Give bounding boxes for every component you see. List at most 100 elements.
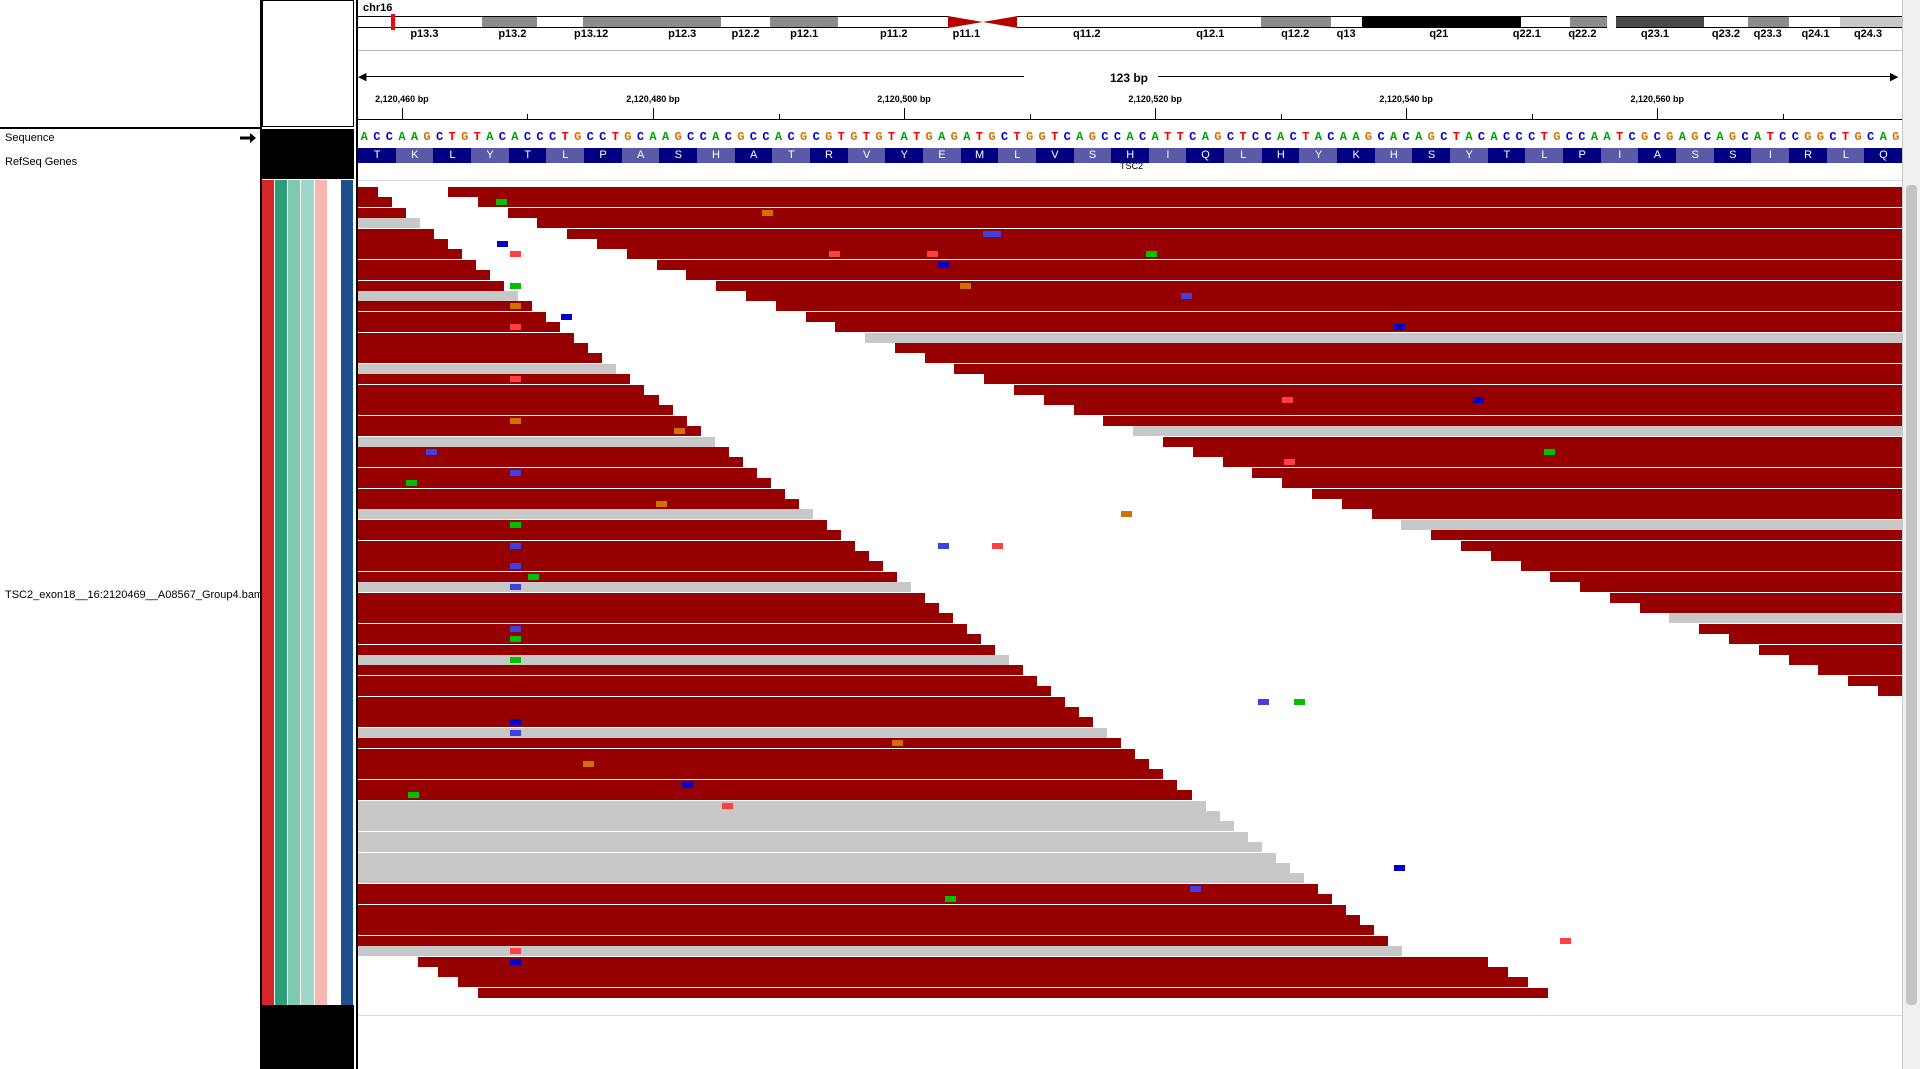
sequence-track-label[interactable]: Sequence bbox=[5, 132, 55, 144]
aligned-read[interactable] bbox=[686, 270, 1902, 281]
aligned-read[interactable] bbox=[358, 894, 1332, 905]
aligned-read[interactable] bbox=[894, 343, 1902, 353]
aligned-read[interactable] bbox=[358, 779, 1178, 790]
ideogram-band[interactable] bbox=[1330, 16, 1362, 28]
aligned-read[interactable] bbox=[478, 987, 1548, 998]
aligned-read[interactable] bbox=[358, 935, 1388, 946]
aligned-read[interactable] bbox=[358, 831, 1248, 842]
aligned-read[interactable] bbox=[358, 405, 673, 416]
aligned-read[interactable] bbox=[1699, 623, 1902, 634]
aligned-read[interactable] bbox=[358, 613, 954, 624]
aligned-read[interactable] bbox=[1490, 551, 1902, 561]
attribute-column[interactable] bbox=[340, 180, 353, 1005]
aligned-read[interactable] bbox=[358, 592, 925, 603]
aligned-read[interactable] bbox=[358, 207, 407, 218]
ideogram-band[interactable] bbox=[1747, 16, 1790, 28]
aligned-read[interactable] bbox=[358, 197, 393, 208]
aligned-read[interactable] bbox=[358, 675, 1038, 686]
aligned-read[interactable] bbox=[1431, 530, 1902, 541]
aligned-read[interactable] bbox=[656, 259, 1902, 270]
aligned-read[interactable] bbox=[358, 332, 575, 343]
aligned-read[interactable] bbox=[358, 301, 533, 312]
chromosome-name[interactable]: chr16 bbox=[363, 2, 393, 14]
aligned-read[interactable] bbox=[1222, 457, 1902, 468]
aligned-read[interactable] bbox=[1371, 509, 1902, 520]
aligned-read[interactable] bbox=[358, 686, 1052, 697]
aligned-read[interactable] bbox=[358, 488, 785, 499]
aligned-read[interactable] bbox=[358, 883, 1318, 894]
aligned-read[interactable] bbox=[358, 322, 561, 333]
aligned-read[interactable] bbox=[1758, 644, 1902, 655]
aligned-read[interactable] bbox=[358, 395, 659, 405]
aligned-read[interactable] bbox=[1788, 655, 1902, 665]
ideogram-band[interactable] bbox=[770, 16, 839, 28]
ideogram-band[interactable] bbox=[537, 16, 584, 28]
aligned-read[interactable] bbox=[1282, 478, 1902, 489]
aligned-read[interactable] bbox=[745, 291, 1902, 301]
aligned-read[interactable] bbox=[358, 811, 1220, 821]
aligned-read[interactable] bbox=[358, 665, 1024, 676]
aligned-read[interactable] bbox=[358, 353, 603, 364]
aligned-read[interactable] bbox=[805, 311, 1902, 322]
aligned-read[interactable] bbox=[358, 311, 547, 322]
aligned-read[interactable] bbox=[358, 447, 729, 457]
aligned-read[interactable] bbox=[358, 852, 1276, 863]
aligned-read[interactable] bbox=[358, 415, 687, 426]
aligned-read[interactable] bbox=[358, 769, 1164, 780]
aligned-read[interactable] bbox=[358, 291, 519, 301]
aligned-read[interactable] bbox=[358, 499, 799, 509]
ideogram-band[interactable] bbox=[1520, 16, 1571, 28]
attribute-panel-divider[interactable] bbox=[355, 0, 358, 1069]
aligned-read[interactable] bbox=[358, 790, 1192, 801]
aligned-read[interactable] bbox=[358, 467, 757, 478]
ideogram-band[interactable] bbox=[1789, 16, 1841, 28]
ideogram-band[interactable] bbox=[1616, 16, 1705, 28]
aligned-read[interactable] bbox=[835, 322, 1902, 333]
attribute-column[interactable] bbox=[314, 180, 327, 1005]
aligned-read[interactable] bbox=[358, 717, 1094, 728]
aligned-read[interactable] bbox=[358, 759, 1150, 769]
aligned-read[interactable] bbox=[477, 197, 1902, 208]
ideogram-band[interactable] bbox=[358, 16, 482, 28]
aligned-read[interactable] bbox=[596, 239, 1902, 249]
aligned-read[interactable] bbox=[358, 696, 1066, 707]
ideogram-band[interactable] bbox=[481, 16, 538, 28]
aligned-read[interactable] bbox=[358, 270, 491, 281]
aligned-read[interactable] bbox=[358, 228, 435, 239]
aligned-read[interactable] bbox=[358, 904, 1346, 915]
aligned-read[interactable] bbox=[358, 946, 1402, 957]
ideogram-band[interactable] bbox=[1840, 16, 1902, 28]
aligned-read[interactable] bbox=[358, 218, 421, 229]
aligned-read[interactable] bbox=[507, 207, 1902, 218]
aligned-read[interactable] bbox=[716, 280, 1902, 291]
aligned-read[interactable] bbox=[358, 707, 1080, 717]
aligned-read[interactable] bbox=[358, 280, 505, 291]
scrollbar-thumb[interactable] bbox=[1906, 185, 1917, 1005]
ideogram-band[interactable] bbox=[1261, 16, 1331, 28]
aligned-read[interactable] bbox=[358, 582, 911, 593]
aligned-read[interactable] bbox=[1878, 686, 1902, 697]
aligned-read[interactable] bbox=[358, 644, 996, 655]
ideogram-band[interactable] bbox=[1704, 16, 1748, 28]
attribute-column[interactable] bbox=[327, 180, 340, 1005]
aligned-read[interactable] bbox=[1163, 436, 1902, 447]
aligned-read[interactable] bbox=[358, 634, 982, 645]
aligned-read[interactable] bbox=[626, 249, 1902, 260]
aligned-read[interactable] bbox=[1341, 499, 1902, 509]
aligned-read[interactable] bbox=[984, 374, 1902, 385]
aligned-read[interactable] bbox=[358, 925, 1374, 936]
refseq-track-label[interactable]: RefSeq Genes bbox=[5, 156, 78, 168]
aligned-read[interactable] bbox=[1818, 665, 1902, 676]
aligned-read[interactable] bbox=[358, 249, 463, 260]
aligned-read[interactable] bbox=[1073, 405, 1902, 416]
aligned-read[interactable] bbox=[458, 977, 1528, 988]
aligned-read[interactable] bbox=[358, 800, 1206, 811]
aligned-read[interactable] bbox=[448, 187, 1902, 197]
aligned-read[interactable] bbox=[358, 457, 743, 468]
aligned-read[interactable] bbox=[358, 374, 631, 385]
aligned-read[interactable] bbox=[358, 738, 1122, 749]
aligned-read[interactable] bbox=[1401, 519, 1902, 530]
aligned-read[interactable] bbox=[567, 228, 1902, 239]
aligned-read[interactable] bbox=[358, 873, 1304, 884]
aligned-read[interactable] bbox=[1639, 603, 1902, 613]
